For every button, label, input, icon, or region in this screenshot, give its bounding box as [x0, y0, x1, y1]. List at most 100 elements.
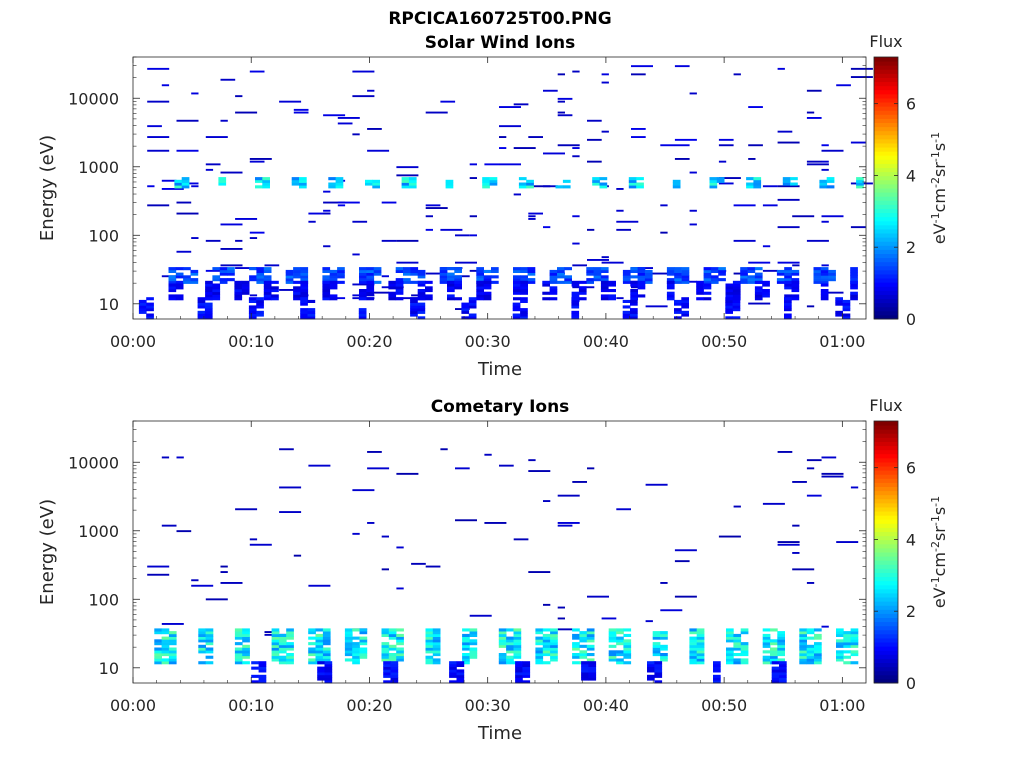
flux-cell: [586, 647, 595, 651]
flux-cell: [322, 267, 331, 271]
flux-cell: [733, 239, 756, 242]
flux-cell: [799, 658, 807, 662]
flux-cell: [410, 313, 418, 317]
flux-cell: [432, 633, 441, 637]
flux-cell: [572, 155, 580, 158]
y-tick-label: 100: [88, 590, 119, 609]
flux-cell: [771, 669, 780, 673]
flux-cell: [689, 644, 698, 648]
flux-cell: [263, 297, 272, 301]
colorbar-segment: [874, 560, 898, 565]
flux-cell: [599, 182, 608, 186]
flux-cell: [843, 661, 851, 665]
flux-cell: [806, 644, 815, 648]
flux-cell: [455, 519, 477, 522]
flux-cell: [799, 650, 807, 654]
flux-cell: [329, 272, 338, 276]
colorbar-segment: [874, 233, 898, 238]
flux-cell: [161, 653, 170, 657]
flux-cell: [258, 674, 267, 678]
flux-cell: [579, 631, 588, 635]
flux-cell: [322, 636, 331, 640]
flux-cell: [367, 128, 382, 130]
flux-cell: [674, 308, 682, 312]
colorbar-segment: [874, 556, 898, 561]
flux-cell: [300, 267, 309, 271]
flux-cell: [836, 653, 844, 657]
flux-cell: [168, 289, 177, 293]
flux-cell: [263, 291, 272, 295]
flux-cell: [285, 275, 294, 279]
flux-cell: [542, 650, 551, 654]
flux-cell: [293, 108, 309, 111]
flux-cell: [762, 655, 771, 659]
flux-cell: [396, 650, 404, 654]
flux-cell: [234, 661, 243, 665]
flux-cell: [842, 313, 851, 317]
flux-cell: [396, 166, 419, 169]
flux-cell: [366, 267, 375, 271]
flux-cell: [549, 278, 558, 282]
flux-cell: [843, 639, 851, 643]
flux-cell: [689, 631, 698, 635]
flux-cell: [396, 658, 404, 662]
colorbar-segment: [874, 658, 898, 664]
flux-cell: [366, 297, 375, 301]
flux-cell: [733, 644, 742, 648]
flux-cell: [762, 245, 771, 248]
flux-cell: [263, 289, 272, 293]
flux-cell: [417, 297, 426, 301]
flux-cell: [293, 297, 301, 301]
flux-cell: [271, 644, 280, 648]
flux-cell: [329, 283, 338, 287]
flux-cell: [234, 280, 243, 284]
flux-cell: [725, 305, 733, 309]
flux-cell: [322, 291, 331, 295]
flux-cell: [234, 642, 243, 646]
flux-cell: [469, 163, 477, 166]
flux-cell: [819, 185, 828, 189]
flux-cell: [681, 267, 690, 271]
flux-cell: [191, 92, 199, 95]
flux-cell: [329, 275, 338, 279]
flux-cell: [469, 655, 478, 659]
flux-cell: [242, 628, 250, 632]
flux-cell: [726, 631, 734, 635]
flux-cell: [850, 644, 859, 648]
flux-cell: [205, 636, 214, 640]
colorbar-segment: [874, 155, 898, 160]
flux-cell: [249, 158, 272, 160]
flux-cell: [439, 272, 448, 276]
flux-cell: [329, 269, 338, 273]
flux-cell: [205, 650, 214, 654]
flux-cell: [390, 666, 399, 670]
flux-cell: [263, 275, 272, 279]
flux-cell: [220, 171, 243, 174]
flux-cell: [396, 587, 404, 590]
flux-cell: [234, 289, 243, 293]
flux-cell: [616, 631, 624, 635]
flux-cell: [242, 655, 250, 659]
flux-cell: [666, 283, 675, 287]
flux-cell: [689, 171, 697, 174]
flux-cell: [623, 642, 632, 646]
flux-cell: [850, 642, 859, 646]
flux-cell: [681, 305, 689, 309]
colorbar-segment: [874, 290, 898, 295]
flux-cell: [425, 215, 433, 218]
flux-cell: [856, 182, 864, 186]
flux-cell: [147, 573, 170, 576]
solar-wind-title: Solar Wind Ions: [425, 33, 576, 53]
flux-cell: [373, 272, 382, 276]
flux-cell: [637, 275, 646, 279]
flux-cell: [710, 275, 719, 279]
flux-cell: [271, 642, 280, 646]
flux-cell: [703, 283, 712, 287]
flux-cell: [220, 248, 243, 250]
flux-cell: [513, 655, 522, 659]
flux-cell: [608, 633, 617, 637]
flux-cell: [396, 174, 419, 177]
flux-cell: [204, 313, 213, 317]
flux-cell: [645, 272, 668, 275]
